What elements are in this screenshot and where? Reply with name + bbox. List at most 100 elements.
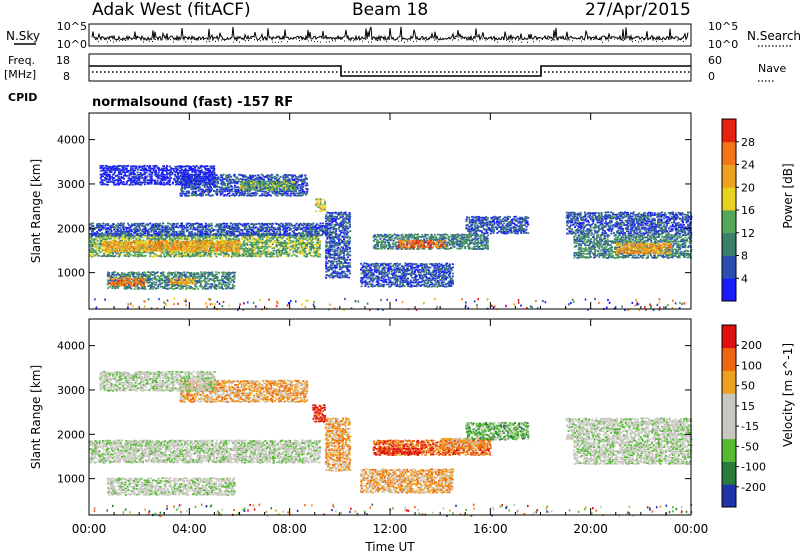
heatmap-cell (197, 287, 200, 290)
heatmap-cell (248, 253, 251, 256)
heatmap-cell (201, 235, 203, 238)
heatmap-cell (135, 253, 138, 256)
heatmap-cell (268, 240, 271, 243)
heatmap-cell (150, 167, 153, 170)
heatmap-cell (253, 253, 256, 256)
heatmap-cell (228, 287, 231, 290)
heatmap-cell (119, 284, 122, 287)
heatmap-cell (245, 253, 248, 255)
heatmap-cell (112, 255, 115, 258)
heatmap-cell (285, 174, 288, 176)
heatmap-cell (236, 182, 239, 185)
heatmap-cell (187, 194, 190, 197)
heatmap-cell (257, 255, 260, 257)
heatmap-cell (103, 226, 106, 229)
heatmap-cell (290, 247, 293, 250)
heatmap-cell (147, 279, 150, 282)
heatmap-cell (139, 232, 142, 235)
heatmap-cell (183, 271, 186, 274)
heatmap-cell (108, 242, 111, 244)
freq-label: Freq. (8, 54, 35, 67)
heatmap-cell (157, 242, 160, 245)
heatmap-cell (165, 279, 168, 282)
heatmap-cell (287, 194, 290, 197)
heatmap-cell (292, 244, 295, 247)
heatmap-cell (302, 230, 305, 232)
nsearch-point (368, 41, 369, 43)
heatmap-cell (172, 236, 175, 238)
heatmap-cell (157, 171, 160, 174)
heatmap-cell (220, 186, 223, 189)
heatmap-cell (191, 186, 194, 188)
heatmap-cell (180, 280, 183, 283)
heatmap-cell (283, 232, 286, 235)
heatmap-cell (285, 243, 288, 246)
heatmap-cell (208, 186, 211, 189)
heatmap-cell (134, 248, 137, 250)
heatmap-cell (241, 224, 244, 227)
heatmap-cell (110, 248, 113, 250)
heatmap-cell (282, 178, 285, 181)
heatmap-cell (230, 279, 233, 282)
nsearch-point (404, 41, 405, 43)
heatmap-cell (188, 279, 190, 281)
heatmap-cell (209, 247, 211, 250)
heatmap-cell (271, 185, 274, 187)
heatmap-cell (306, 247, 309, 249)
heatmap-cell (268, 175, 271, 178)
heatmap-cell (160, 226, 163, 229)
heatmap-cell (281, 237, 284, 240)
heatmap-cell (288, 253, 291, 256)
heatmap-cell (119, 276, 122, 278)
heatmap-cell (167, 253, 170, 255)
heatmap-cell (209, 232, 212, 235)
heatmap-cell (191, 246, 194, 249)
heatmap-cell (230, 272, 233, 274)
heatmap-cell (130, 229, 133, 231)
heatmap-cell (218, 253, 221, 256)
heatmap-cell (296, 177, 299, 180)
heatmap-cell (235, 253, 238, 256)
heatmap-cell (165, 167, 168, 170)
heatmap-cell (207, 176, 210, 178)
freq-frame (88, 53, 692, 82)
heatmap-cell (96, 254, 99, 257)
heatmap-cell (202, 234, 204, 237)
heatmap-cell (120, 232, 123, 234)
heatmap-cell (146, 247, 149, 250)
heatmap-cell (195, 241, 198, 244)
nsearch-point (668, 37, 669, 39)
heatmap-cell (213, 190, 215, 192)
heatmap-cell (228, 186, 231, 189)
heatmap-cell (172, 239, 175, 242)
heatmap-cell (112, 232, 115, 235)
heatmap-cell (137, 236, 140, 239)
heatmap-cell (252, 180, 255, 183)
heatmap-cell (193, 223, 196, 225)
heatmap-cell (193, 272, 196, 275)
heatmap-cell (260, 178, 263, 181)
heatmap-cell (262, 232, 265, 235)
heatmap-cell (302, 241, 304, 244)
heatmap-cell (222, 249, 225, 252)
heatmap-cell (141, 252, 144, 255)
heatmap-cell (168, 236, 171, 238)
heatmap-cell (116, 287, 119, 289)
heatmap-cell (127, 280, 130, 283)
heatmap-cell (287, 226, 290, 229)
heatmap-cell (288, 235, 291, 238)
heatmap-cell (180, 244, 182, 246)
heatmap-cell (149, 227, 152, 230)
heatmap-cell (174, 246, 177, 249)
nsearch-point (575, 37, 576, 39)
heatmap-cell (227, 250, 230, 252)
heatmap-cell (199, 230, 202, 233)
heatmap-cell (306, 188, 309, 191)
heatmap-cell (305, 193, 307, 196)
heatmap-cell (119, 234, 122, 237)
heatmap-cell (174, 271, 176, 274)
heatmap-cell (188, 234, 191, 237)
heatmap-cell (103, 253, 106, 255)
heatmap-cell (197, 190, 200, 192)
heatmap-cell (253, 243, 256, 246)
